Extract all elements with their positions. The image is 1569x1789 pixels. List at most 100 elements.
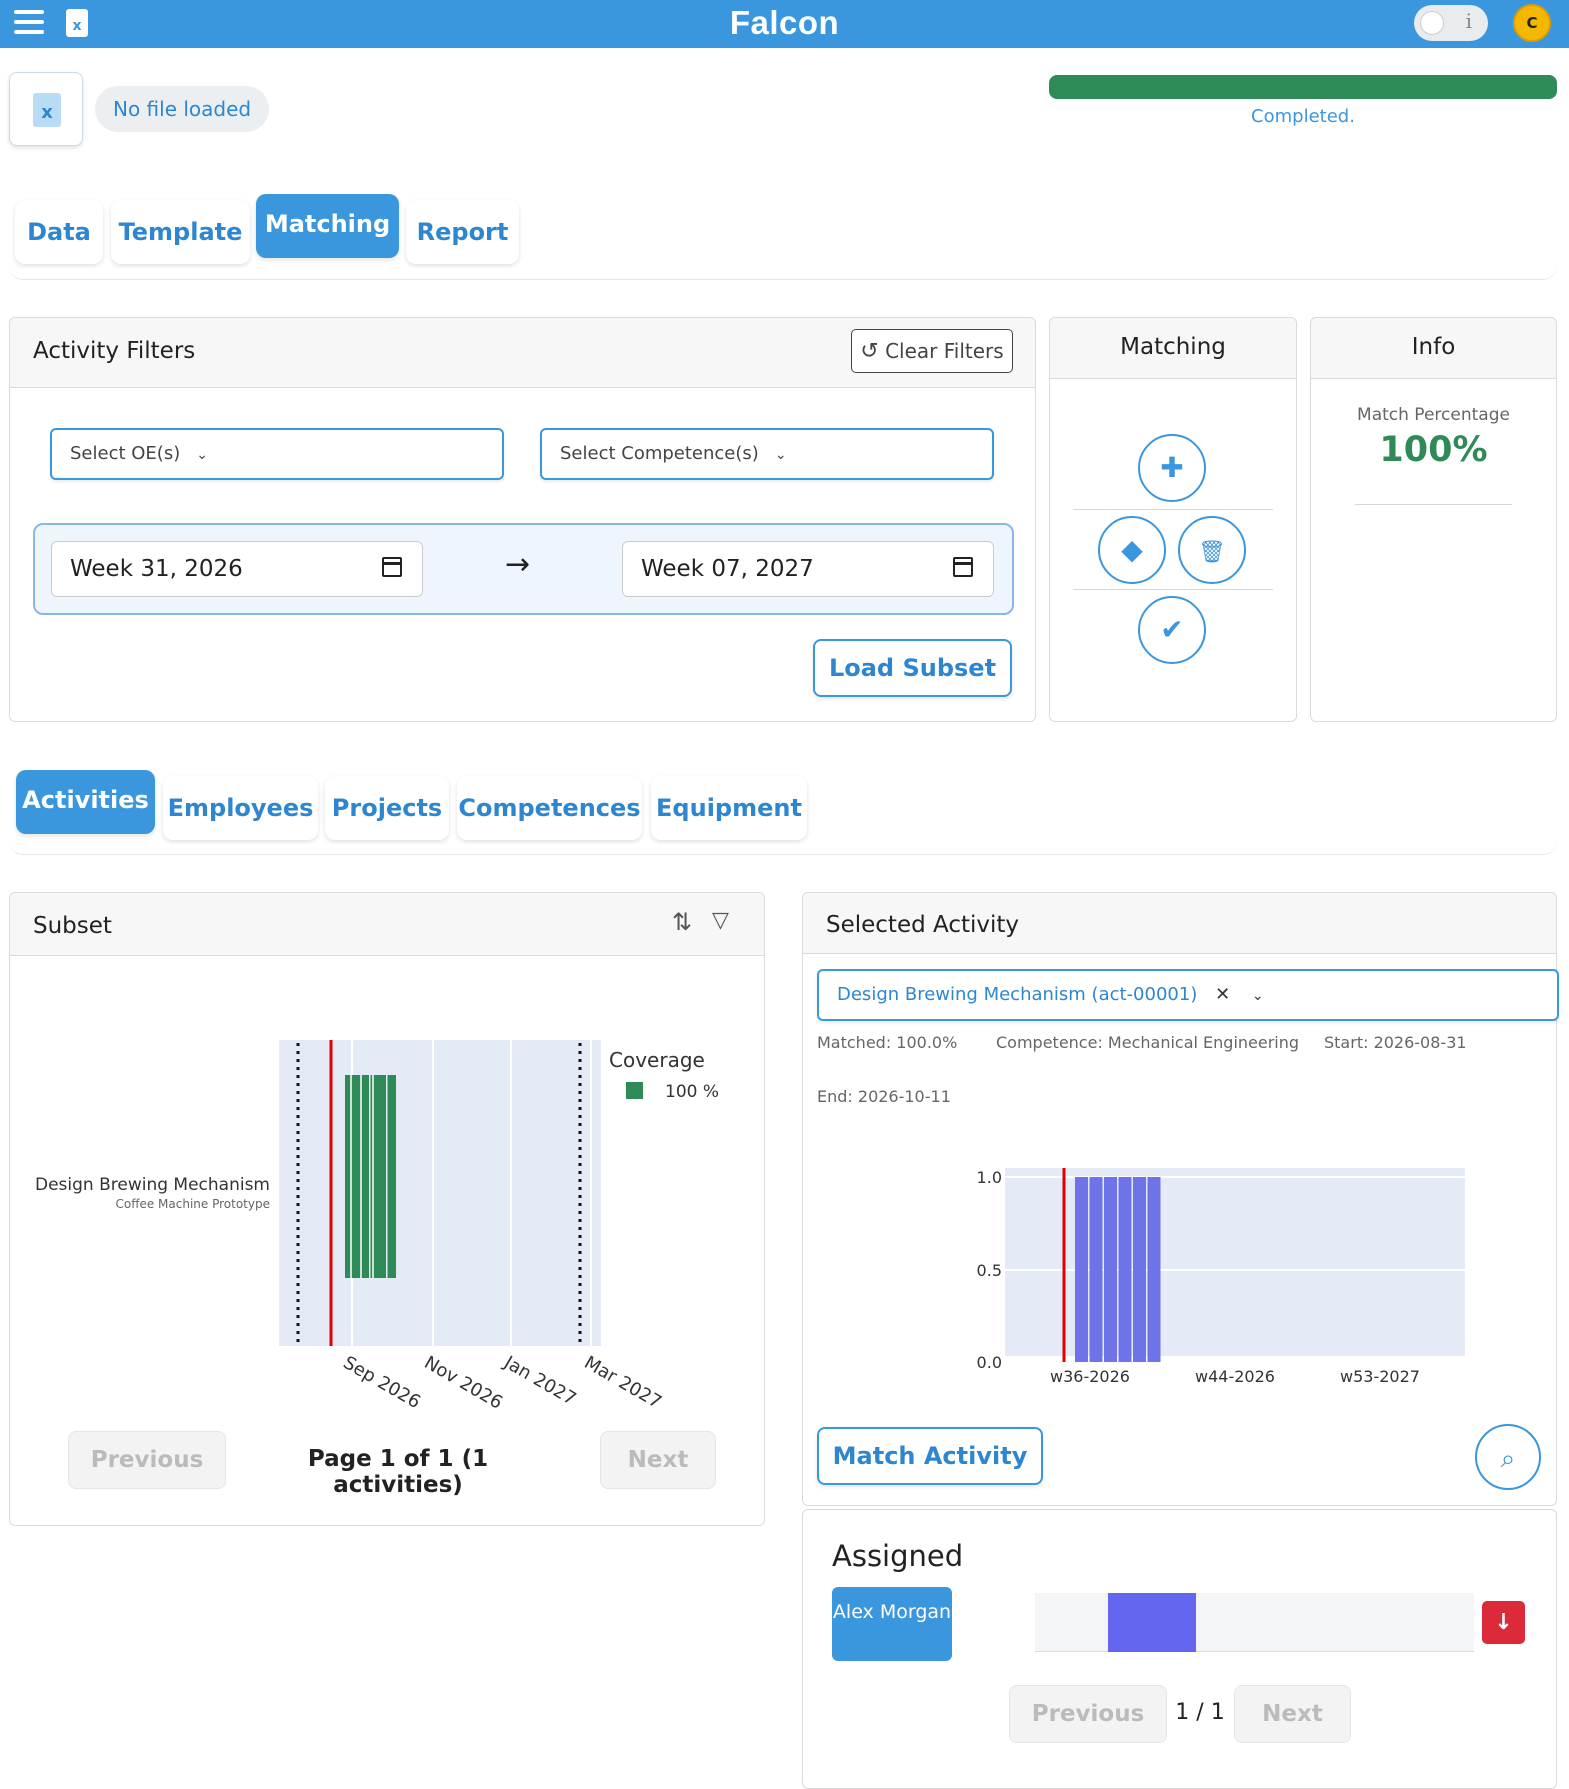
tab-report[interactable]: Report (406, 200, 519, 264)
tab-equipment[interactable]: Equipment (651, 776, 807, 840)
file-status-badge: No file loaded (95, 86, 270, 132)
clear-filters-button[interactable]: ↺ Clear Filters (851, 329, 1013, 373)
date-from-value: Week 31, 2026 (70, 556, 243, 582)
match-percentage-label: Match Percentage (1357, 405, 1510, 425)
arrow-down-icon: ↓ (1494, 1610, 1513, 1635)
divider (1073, 589, 1273, 590)
panel-header (803, 893, 1556, 954)
panel-header (1050, 318, 1296, 379)
confirm-matching-button[interactable]: ✔ (1138, 596, 1206, 664)
row-sublabel: Coffee Machine Prototype (115, 1197, 270, 1211)
week-bars (1075, 1177, 1161, 1362)
subset-previous-button[interactable]: Previous (68, 1431, 226, 1489)
progress-bar (1049, 75, 1557, 99)
load-file-button[interactable]: x (9, 72, 83, 146)
search-chart-icon: ⌕ (1500, 1444, 1516, 1474)
assigned-previous-button[interactable]: Previous (1009, 1685, 1167, 1743)
chevron-down-icon: ⌄ (774, 447, 787, 463)
plot-background (279, 1040, 601, 1346)
excel-file-icon[interactable]: x (66, 9, 88, 37)
tab-data[interactable]: Data (15, 200, 103, 264)
filter-icon[interactable]: ▽ (712, 908, 729, 933)
x-tick-label: w36-2026 (1050, 1367, 1130, 1386)
week-bar (1118, 1177, 1132, 1362)
week-bar (1147, 1177, 1161, 1362)
date-to-value: Week 07, 2027 (641, 556, 814, 582)
info-toggle[interactable]: i (1414, 5, 1488, 41)
assignment-bar (1108, 1593, 1196, 1652)
start-text: Start: 2026-08-31 (1324, 1033, 1467, 1052)
app-title: Falcon (729, 4, 840, 41)
x-tick-label: Jan 2027 (500, 1352, 580, 1410)
panel-header (1311, 318, 1556, 379)
eraser-icon: ◆ (1121, 533, 1143, 566)
inspect-button[interactable]: ⌕ (1475, 1424, 1541, 1490)
subset-gantt-chart: Design Brewing Mechanism Coffee Machine … (35, 1040, 719, 1414)
end-text: End: 2026-10-11 (817, 1087, 951, 1106)
week-bar (1104, 1177, 1117, 1362)
tab-projects[interactable]: Projects (325, 776, 449, 840)
selected-activity-title: Selected Activity (826, 912, 1020, 938)
employee-chip[interactable]: Alex Morgan (832, 1587, 952, 1661)
date-from-input[interactable]: Week 31, 2026 (51, 541, 423, 597)
week-bar (1089, 1177, 1103, 1362)
divider (1073, 509, 1273, 510)
gantt-bar-segment (370, 1075, 379, 1278)
excel-file-icon: x (33, 93, 61, 127)
tab-matching[interactable]: Matching (256, 194, 399, 258)
load-subset-button[interactable]: Load Subset (813, 639, 1012, 697)
gantt-bar-segment (387, 1075, 396, 1278)
date-to-input[interactable]: Week 07, 2027 (622, 541, 994, 597)
clear-matching-button[interactable]: ◆ (1098, 516, 1166, 584)
tab-template[interactable]: Template (111, 200, 250, 264)
week-bar (1133, 1177, 1146, 1362)
checkmark-icon: ✔ (1160, 613, 1184, 646)
assigned-pager: 1 / 1 (1175, 1700, 1225, 1725)
arrow-right-icon: → (505, 547, 531, 582)
competence-text: Competence: Mechanical Engineering (996, 1033, 1300, 1052)
matched-text: Matched: 100.0% (817, 1033, 958, 1052)
tab-employees[interactable]: Employees (163, 776, 318, 840)
chevron-down-icon: ⌄ (196, 447, 208, 463)
oe-select-placeholder: Select OE(s) (70, 443, 181, 464)
activity-select[interactable]: Design Brewing Mechanism (act-00001) ✕ ⌄ (817, 969, 1559, 1021)
oe-select[interactable]: Select OE(s) ⌄ (50, 428, 504, 480)
legend-label: 100 % (665, 1082, 719, 1102)
sort-icon[interactable]: ⇅ (672, 908, 693, 936)
info-title: Info (1411, 334, 1456, 360)
assigned-next-button[interactable]: Next (1234, 1685, 1351, 1743)
subset-title: Subset (33, 913, 112, 939)
y-tick-label: 1.0 (977, 1168, 1002, 1187)
x-tick-label: Nov 2026 (421, 1352, 507, 1414)
menu-icon[interactable] (14, 10, 44, 36)
match-percentage-value: 100% (1379, 430, 1488, 470)
tab-competences[interactable]: Competences (457, 776, 642, 840)
info-icon: i (1465, 9, 1472, 33)
assigned-title: Assigned (832, 1539, 964, 1573)
calendar-icon[interactable] (382, 557, 402, 577)
unassign-button[interactable]: ↓ (1482, 1601, 1525, 1644)
panel-header (10, 893, 764, 956)
puzzle-icon: ✚ (1160, 451, 1184, 484)
plot-background (1005, 1168, 1465, 1356)
toggle-knob (1420, 11, 1444, 35)
gantt-bar-segment (362, 1075, 369, 1278)
top-bar: x Falcon i C (0, 0, 1569, 48)
delete-matching-button[interactable]: 🗑 (1178, 516, 1246, 584)
matching-title: Matching (1120, 334, 1226, 360)
week-bar (1075, 1177, 1088, 1362)
subset-page-text: Page 1 of 1 (1 activities) (307, 1446, 489, 1498)
calendar-icon[interactable] (953, 557, 973, 577)
filters-title: Activity Filters (33, 338, 196, 364)
progress-label: Completed. (1251, 106, 1355, 127)
auto-match-button[interactable]: ✚ (1138, 434, 1206, 502)
date-range-picker: Week 31, 2026 → Week 07, 2027 (33, 523, 1014, 615)
subset-next-button[interactable]: Next (600, 1431, 716, 1489)
y-tick-label: 0.0 (977, 1353, 1002, 1372)
match-activity-button[interactable]: Match Activity (817, 1427, 1043, 1485)
chevron-down-icon[interactable]: ⌄ (1251, 988, 1264, 1004)
competence-select[interactable]: Select Competence(s) ⌄ (540, 428, 994, 480)
user-avatar[interactable]: C (1513, 4, 1551, 42)
close-icon[interactable]: ✕ (1215, 984, 1231, 1005)
tab-activities[interactable]: Activities (16, 770, 155, 834)
